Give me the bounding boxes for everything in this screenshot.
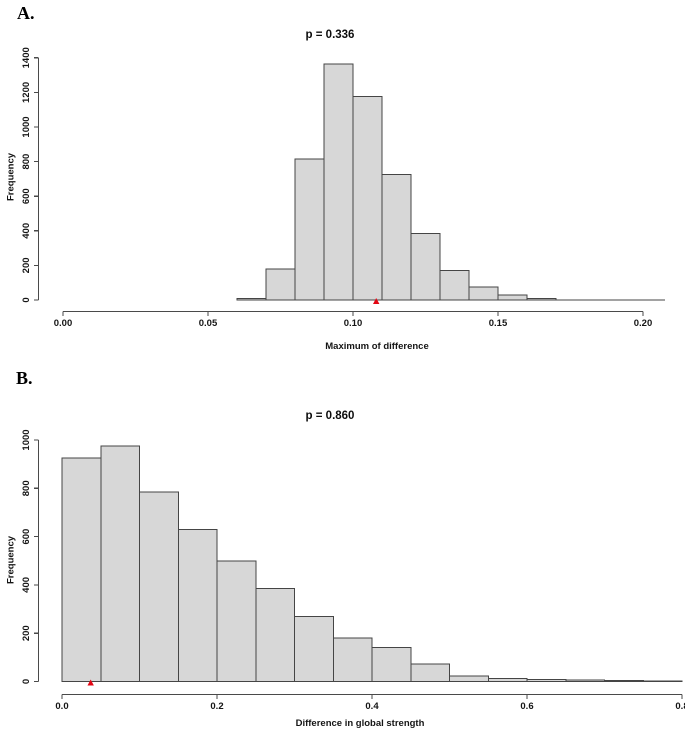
histogram-bar bbox=[439, 270, 470, 301]
y-tick-label: 800 bbox=[21, 154, 32, 170]
x-tick-label: 0.20 bbox=[634, 318, 653, 329]
histogram-bar bbox=[410, 232, 441, 301]
panel-b-label: B. bbox=[16, 368, 33, 388]
histogram-bar bbox=[139, 491, 179, 682]
histogram-bar bbox=[352, 96, 383, 301]
panel-a-title: p = 0.336 bbox=[305, 29, 355, 41]
histogram-bar bbox=[487, 677, 528, 682]
histogram-bar bbox=[332, 637, 373, 683]
y-tick-label: 400 bbox=[21, 223, 32, 239]
x-tick-label: 0.2 bbox=[210, 701, 223, 712]
histogram-bar bbox=[526, 297, 557, 301]
y-tick-label: 1400 bbox=[21, 47, 32, 68]
y-tick-label: 400 bbox=[21, 577, 32, 593]
x-tick-label: 0.15 bbox=[489, 318, 508, 329]
panel-b-xaxis-title: Difference in global strength bbox=[295, 718, 425, 729]
y-tick-label: 600 bbox=[21, 529, 32, 545]
observed-value-marker bbox=[87, 679, 94, 686]
y-tick-label: 1000 bbox=[21, 116, 32, 137]
histogram-bar bbox=[371, 647, 412, 683]
histogram-bar bbox=[216, 560, 257, 682]
histogram-bar bbox=[255, 588, 295, 683]
y-tick-label: 200 bbox=[21, 625, 32, 641]
observed-value-marker bbox=[373, 298, 380, 304]
histogram-bar bbox=[604, 680, 644, 682]
histogram-bar bbox=[410, 663, 450, 682]
y-tick-label: 800 bbox=[21, 480, 32, 496]
histogram-bar bbox=[294, 615, 334, 682]
histogram-bar bbox=[294, 158, 325, 301]
y-tick-label: 0 bbox=[21, 297, 32, 302]
histogram-bar bbox=[61, 457, 102, 682]
histogram-bar bbox=[100, 445, 140, 682]
y-tick-label: 200 bbox=[21, 257, 32, 273]
x-tick-label: 0.0 bbox=[55, 701, 68, 712]
histogram-bar bbox=[468, 286, 499, 301]
x-tick-label: 0.10 bbox=[344, 318, 363, 329]
histogram-bar bbox=[497, 294, 528, 301]
histogram-bar bbox=[449, 675, 489, 682]
y-tick-label: 1000 bbox=[21, 429, 32, 450]
x-tick-label: 0.00 bbox=[54, 318, 73, 329]
histogram-bar bbox=[265, 268, 296, 301]
x-tick-label: 0.05 bbox=[199, 318, 218, 329]
panel-a-xaxis-title: Maximum of difference bbox=[325, 341, 429, 352]
histogram-bar bbox=[642, 680, 683, 683]
x-tick-label: 0.8 bbox=[675, 701, 685, 712]
x-tick-label: 0.6 bbox=[520, 701, 533, 712]
histogram-bar bbox=[236, 298, 267, 301]
y-tick-label: 600 bbox=[21, 188, 32, 204]
histogram-bar bbox=[565, 679, 605, 683]
histogram-bar bbox=[323, 63, 354, 301]
panel-b-title: p = 0.860 bbox=[305, 410, 355, 422]
histogram-bar bbox=[381, 174, 412, 301]
y-tick-label: 1200 bbox=[21, 82, 32, 103]
histogram-bar bbox=[526, 679, 567, 682]
histogram-bar bbox=[177, 528, 218, 682]
panel-a-label: A. bbox=[17, 3, 35, 23]
x-tick-label: 0.4 bbox=[365, 701, 379, 712]
y-tick-label: 0 bbox=[21, 679, 32, 684]
